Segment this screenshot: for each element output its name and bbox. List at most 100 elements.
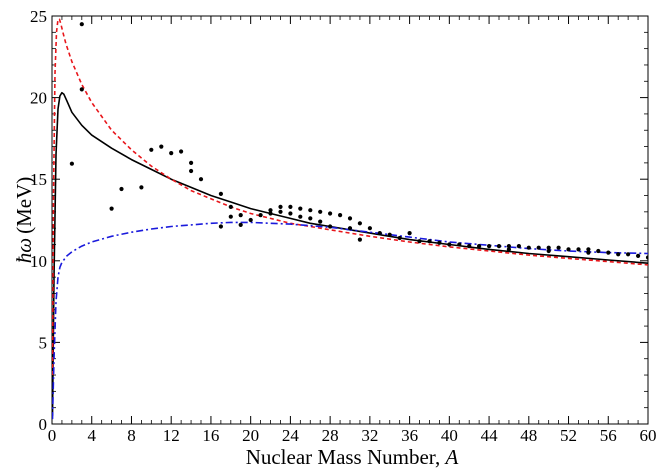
data-point: [338, 213, 343, 218]
data-point: [407, 231, 412, 236]
data-point: [69, 161, 74, 166]
data-point: [238, 222, 243, 227]
data-point: [198, 177, 204, 182]
data-point: [487, 244, 492, 249]
data-point: [238, 213, 243, 218]
y-axis-label-unit: (MeV): [12, 177, 36, 234]
data-point: [119, 186, 124, 192]
data-point: [586, 247, 591, 252]
data-point: [417, 239, 422, 244]
data-point: [566, 247, 571, 252]
data-point: [596, 248, 601, 254]
x-axis-label: Nuclear Mass Number, A: [246, 445, 459, 469]
series-dashed-red: [52, 18, 648, 376]
data-point: [258, 213, 263, 218]
data-points: [69, 22, 648, 260]
y-tick-label: 10: [30, 252, 47, 271]
data-point: [318, 209, 323, 214]
data-point: [308, 216, 313, 221]
data-point: [616, 252, 621, 257]
y-tick-label: 15: [30, 170, 47, 189]
x-tick-label: 12: [163, 426, 180, 445]
data-point: [645, 255, 648, 260]
y-axis-label: ħω (MeV): [12, 177, 36, 263]
x-tick-label: 32: [361, 426, 378, 445]
data-point: [546, 248, 551, 254]
y-tick-label: 0: [39, 415, 48, 434]
series-layer: [52, 18, 648, 420]
data-point: [228, 204, 233, 209]
data-point: [268, 208, 273, 213]
data-point: [347, 226, 353, 231]
data-point: [328, 224, 333, 229]
y-tick-label: 25: [30, 7, 47, 26]
data-point: [546, 245, 551, 250]
data-point: [556, 245, 561, 250]
data-point: [248, 217, 253, 223]
data-point: [496, 244, 502, 249]
data-point: [437, 240, 442, 245]
data-point: [347, 216, 353, 221]
data-point: [357, 221, 362, 226]
x-tick-label: 60: [640, 426, 657, 445]
data-point: [427, 239, 432, 244]
y-tick-label: 20: [30, 89, 47, 108]
data-point: [506, 247, 511, 252]
data-point: [328, 211, 333, 216]
data-point: [139, 185, 144, 190]
data-point: [457, 242, 462, 247]
x-tick-label: 48: [520, 426, 537, 445]
data-point: [79, 87, 84, 92]
data-point: [159, 144, 164, 149]
series-solid-black: [52, 91, 648, 416]
x-tick-label: 20: [242, 426, 259, 445]
data-point: [109, 206, 114, 211]
x-tick-label: 0: [48, 426, 57, 445]
y-tick-label: 5: [39, 333, 48, 352]
data-point: [298, 206, 303, 211]
data-point: [626, 252, 631, 257]
series-dashdot-blue: [52, 221, 648, 420]
data-point: [367, 226, 372, 231]
x-tick-label: 24: [282, 426, 300, 445]
data-point: [447, 242, 452, 247]
data-point: [169, 151, 174, 156]
data-point: [586, 250, 591, 255]
x-tick-label: 56: [600, 426, 617, 445]
data-point: [189, 160, 194, 165]
data-point: [228, 214, 233, 219]
data-point: [526, 245, 531, 250]
x-tick-label: 16: [202, 426, 219, 445]
data-point: [576, 247, 581, 252]
data-point: [298, 214, 303, 219]
data-point: [288, 211, 293, 216]
data-point: [636, 253, 641, 258]
data-point: [278, 209, 283, 214]
data-point: [278, 204, 283, 209]
data-point: [79, 22, 84, 27]
data-point: [387, 232, 392, 237]
data-point: [397, 235, 402, 241]
data-point: [606, 250, 611, 255]
data-point: [377, 231, 382, 236]
x-tick-label: 28: [322, 426, 339, 445]
data-point: [308, 208, 313, 213]
x-tick-label: 52: [560, 426, 577, 445]
data-point: [179, 149, 184, 154]
data-point: [149, 147, 154, 152]
x-tick-label: 4: [87, 426, 96, 445]
data-point: [189, 168, 194, 174]
x-tick-label: 44: [481, 426, 499, 445]
data-point: [268, 211, 273, 216]
x-tick-label: 40: [441, 426, 458, 445]
data-point: [467, 244, 472, 249]
data-point: [357, 237, 362, 242]
data-point: [516, 244, 522, 249]
data-point: [288, 204, 293, 209]
data-point: [318, 219, 323, 224]
data-point: [506, 244, 511, 249]
data-point: [218, 224, 223, 229]
x-tick-label: 8: [127, 426, 136, 445]
